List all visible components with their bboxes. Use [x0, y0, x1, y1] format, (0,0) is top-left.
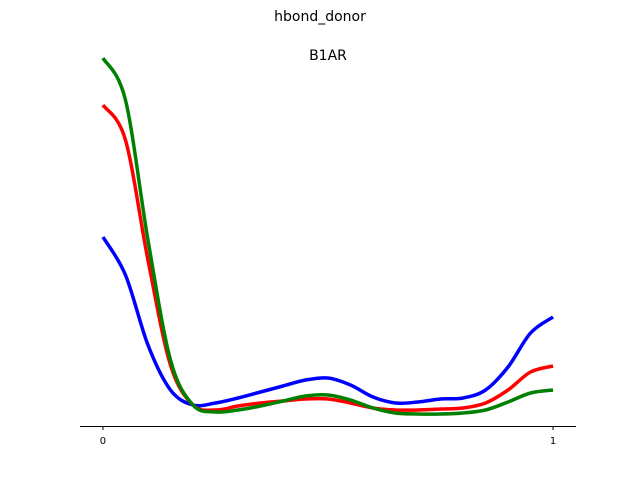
x-tick-label: 0: [100, 436, 106, 447]
chart-subtitle: B1AR: [309, 48, 347, 64]
line: [101, 236, 555, 408]
x-tick-label: 1: [550, 436, 556, 447]
line: [101, 57, 554, 416]
chart-title: hbond_donor: [274, 9, 366, 25]
